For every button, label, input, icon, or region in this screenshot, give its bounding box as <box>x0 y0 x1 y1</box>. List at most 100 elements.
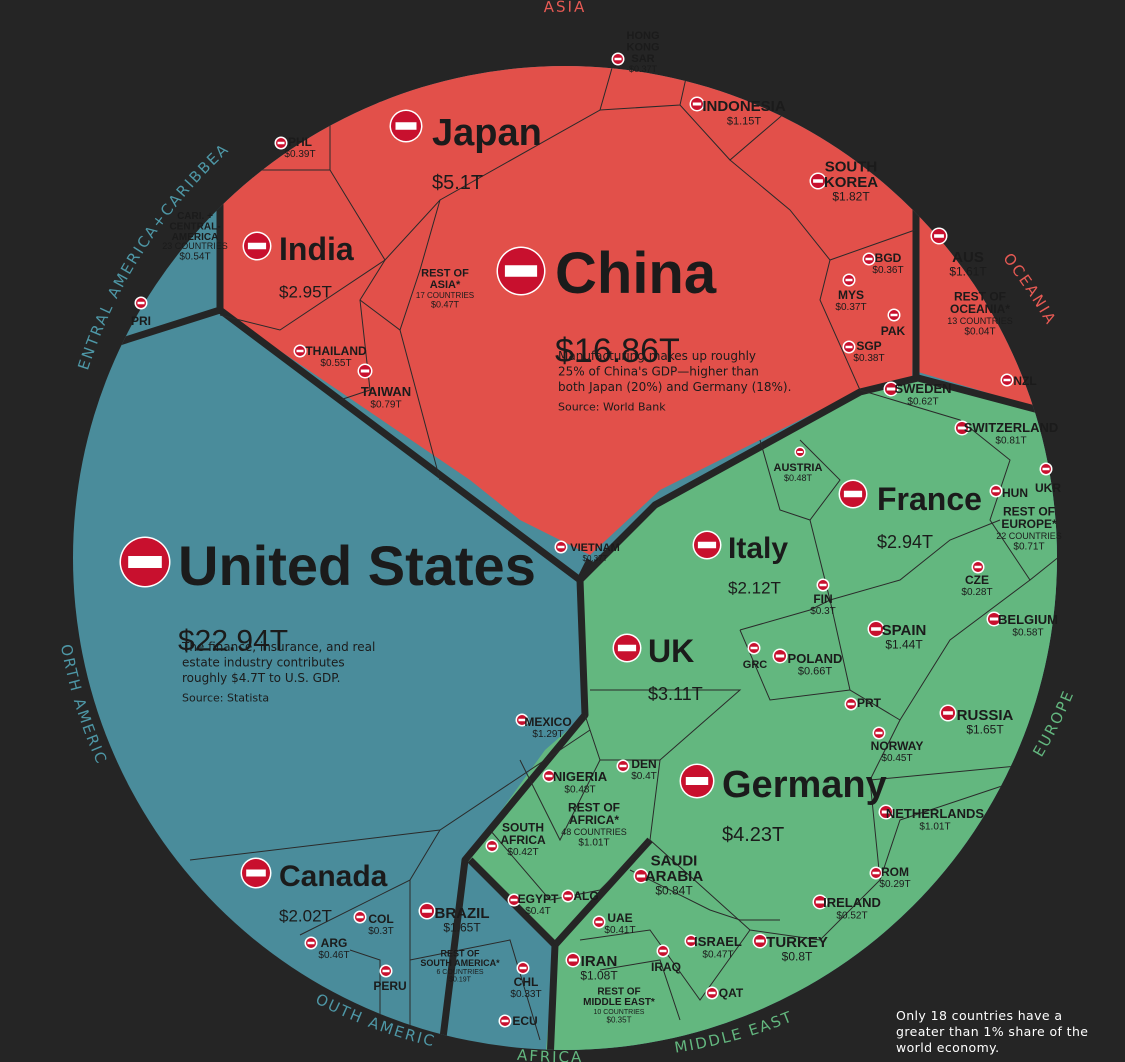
prt-flag-icon <box>844 697 858 711</box>
brazil-name: BRAZIL <box>435 905 490 922</box>
nigeria-flag-icon <box>542 769 556 783</box>
rom-value: $0.29T <box>879 879 910 890</box>
brazil-flag-icon <box>418 902 436 920</box>
canada-flag-icon <box>240 857 272 889</box>
rest-of-asia-value: $0.47T <box>431 299 460 309</box>
rest-of-south-america-value: $0.19T <box>449 976 472 983</box>
egypt-flag-icon <box>507 893 521 907</box>
china-note-2: 25% of China's GDP—higher than <box>558 365 759 379</box>
indonesia-value: $1.15T <box>727 116 762 128</box>
rest-of-south-america-name-2: SOUTH AMERICA* <box>420 958 500 968</box>
fin-name: FIN <box>813 592 832 606</box>
sweden-flag-icon <box>883 381 899 397</box>
mys-value: $0.37T <box>835 302 866 313</box>
sgp-value: $0.38T <box>853 353 884 364</box>
fin-flag-icon <box>816 578 830 592</box>
peru-name: PERU <box>373 979 406 993</box>
france-flag-icon <box>838 479 868 509</box>
aus-flag-icon <box>930 227 948 245</box>
germany-value: $4.23T <box>722 824 784 846</box>
vietnam-flag-icon <box>554 540 568 554</box>
israel-flag-icon <box>684 934 698 948</box>
col-flag-icon <box>353 910 367 924</box>
hong-kong-sar-value: $0.37T <box>629 64 658 74</box>
fin-value: $0.3T <box>810 606 836 617</box>
cze-flag-icon <box>971 560 985 574</box>
region-label-africa: AFRICA <box>516 1046 583 1062</box>
taiwan-name: TAIWAN <box>361 384 411 399</box>
rest-of-europe-value: $0.71T <box>1013 541 1044 552</box>
saudi-arabia-name-1: SAUDI <box>651 852 698 869</box>
rom-name: ROM <box>881 865 909 879</box>
prt-name: PRT <box>857 696 882 710</box>
mys-flag-icon <box>842 273 856 287</box>
rest-of-south-america-count: 6 COUNTRIES <box>436 969 483 976</box>
rest-of-south-america-name-1: REST OF <box>440 949 480 959</box>
bgd-value: $0.36T <box>872 265 903 276</box>
belgium-flag-icon <box>986 611 1002 627</box>
col-name: COL <box>368 912 393 926</box>
south-africa-value: $0.42T <box>507 847 538 858</box>
den-flag-icon <box>616 759 630 773</box>
arg-value: $0.46T <box>318 950 349 961</box>
turkey-flag-icon <box>752 933 768 949</box>
bgd-name: BGD <box>875 251 902 265</box>
vietnam-value: $0.37T <box>583 554 608 563</box>
thailand-name: THAILAND <box>305 344 367 358</box>
rest-of-oceania-name-1: REST OF <box>954 289 1006 303</box>
cze-name: CZE <box>965 573 989 587</box>
spain-value: $1.44T <box>885 638 923 652</box>
mexico-flag-icon <box>515 713 529 727</box>
ireland-flag-icon <box>812 894 828 910</box>
ukr-name: UKR <box>1035 481 1061 495</box>
china-source: Source: World Bank <box>558 401 666 414</box>
indonesia-name: INDONESIA <box>702 98 786 115</box>
rest-of-asia-name-2: ASIA* <box>430 279 461 291</box>
taiwan-flag-icon <box>357 363 373 379</box>
rest-of-oceania-count: 13 COUNTRIES <box>947 316 1013 326</box>
japan-flag-icon <box>389 109 423 143</box>
south-korea-name-1: SOUTH <box>825 158 878 175</box>
ecu-name: ECU <box>512 1014 537 1028</box>
peru-flag-icon <box>379 964 393 978</box>
phl-flag-icon <box>274 136 288 150</box>
turkey-value: $0.8T <box>782 950 813 964</box>
grc-name: GRC <box>743 659 768 671</box>
den-name: DEN <box>631 757 656 771</box>
rest-of-europe-name-1: REST OF <box>1003 504 1055 518</box>
cari-central-america-name-1: CARI. + <box>177 211 213 222</box>
qat-flag-icon <box>705 986 719 1000</box>
austria-value: $0.48T <box>784 473 813 483</box>
united-states-note-1: The finance, insurance, and real <box>181 640 375 654</box>
united-states-flag-icon <box>119 536 171 588</box>
chl-value: $0.33T <box>510 989 541 1000</box>
rest-of-middle-east-count: 10 COUNTRIES <box>594 1009 645 1016</box>
south-africa-name-1: SOUTH <box>502 820 544 834</box>
thailand-value: $0.55T <box>320 358 351 369</box>
rest-of-africa-name-1: REST OF <box>568 800 620 814</box>
japan-value: $5.1T <box>432 172 483 194</box>
switzerland-value: $0.81T <box>995 436 1026 447</box>
austria-name: AUSTRIA <box>774 462 823 474</box>
thailand-flag-icon <box>293 344 307 358</box>
hun-flag-icon <box>989 484 1003 498</box>
nigeria-name: NIGERIA <box>553 769 608 784</box>
poland-value: $0.66T <box>798 666 833 678</box>
iran-value: $1.08T <box>580 969 618 983</box>
iraq-name: IRAQ <box>651 960 681 974</box>
saudi-arabia-name-2: ARABIA <box>645 868 703 885</box>
united-states-value: $22.94T <box>178 624 288 657</box>
united-states-note-3: roughly $4.7T to U.S. GDP. <box>182 671 340 685</box>
cari-central-america-count: 23 COUNTRIES <box>162 241 228 251</box>
arg-name: ARG <box>321 936 348 950</box>
uae-name: UAE <box>607 911 632 925</box>
rom-flag-icon <box>869 866 883 880</box>
nigeria-value: $0.48T <box>564 785 595 796</box>
iran-name: IRAN <box>581 953 618 970</box>
south-korea-name-2: KOREA <box>824 174 878 191</box>
pak-name: PAK <box>881 324 906 338</box>
japan-name: Japan <box>432 112 542 154</box>
united-states-name: United States <box>178 534 536 597</box>
russia-value: $1.65T <box>966 723 1004 737</box>
mexico-value: $1.29T <box>532 729 563 740</box>
